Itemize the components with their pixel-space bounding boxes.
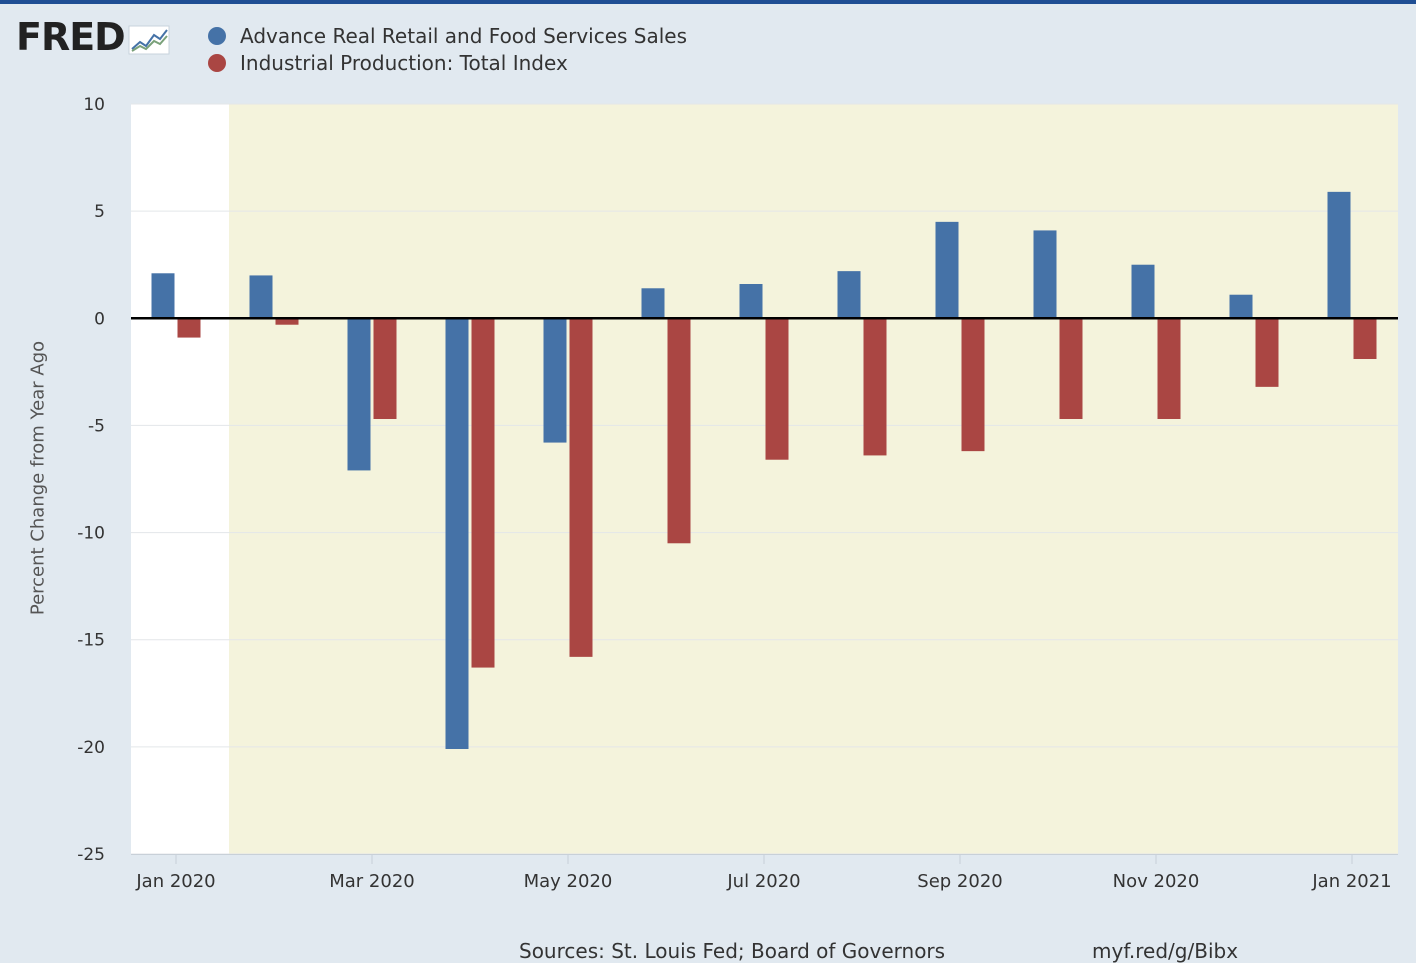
bar-retail bbox=[641, 288, 665, 319]
y-tick-label: -5 bbox=[88, 416, 105, 436]
legend: Advance Real Retail and Food Services Sa… bbox=[208, 22, 687, 76]
y-tick-label: 5 bbox=[94, 202, 105, 222]
y-axis-label: Percent Change from Year Ago bbox=[27, 340, 49, 616]
y-tick-label: -15 bbox=[77, 631, 105, 651]
bar-retail bbox=[543, 318, 567, 443]
bar-retail bbox=[249, 275, 273, 319]
bar-retail bbox=[1033, 230, 1057, 319]
x-tick-label: Jan 2020 bbox=[135, 871, 215, 892]
x-tick-label: Jan 2021 bbox=[1311, 871, 1391, 892]
bar-industrial bbox=[1353, 318, 1377, 359]
brand-stripe bbox=[0, 0, 1416, 4]
bar-industrial bbox=[569, 318, 593, 657]
bar-industrial bbox=[373, 318, 397, 419]
legend-dot-industrial bbox=[208, 53, 226, 72]
bar-industrial bbox=[1255, 318, 1279, 387]
y-tick-label: -25 bbox=[77, 845, 105, 865]
bar-industrial bbox=[863, 318, 887, 456]
legend-item-industrial[interactable]: Industrial Production: Total Index bbox=[208, 49, 687, 76]
legend-dot-retail bbox=[208, 26, 226, 45]
bar-retail bbox=[1131, 264, 1155, 319]
legend-label-industrial: Industrial Production: Total Index bbox=[240, 50, 568, 75]
y-tick-label: 10 bbox=[83, 95, 105, 115]
bar-retail bbox=[347, 318, 371, 471]
y-tick-label: -10 bbox=[77, 524, 105, 544]
x-tick-label: Jul 2020 bbox=[726, 871, 800, 892]
recession-shading bbox=[229, 104, 1398, 854]
bar-industrial bbox=[1157, 318, 1181, 419]
bar-industrial bbox=[177, 318, 201, 338]
x-tick-label: Mar 2020 bbox=[329, 871, 415, 892]
y-tick-label: -20 bbox=[77, 738, 105, 758]
line-graph-icon bbox=[128, 25, 170, 55]
logo-text: FRED bbox=[16, 15, 126, 59]
x-tick-label: May 2020 bbox=[524, 871, 613, 892]
fred-logo[interactable]: FRED bbox=[16, 14, 170, 60]
bar-retail bbox=[935, 221, 959, 319]
bar-retail bbox=[739, 284, 763, 319]
bar-retail bbox=[151, 273, 175, 319]
legend-label-retail: Advance Real Retail and Food Services Sa… bbox=[240, 23, 688, 48]
y-tick-label: 0 bbox=[94, 309, 105, 329]
short-url-link[interactable]: myf.red/g/Bibx bbox=[1092, 939, 1239, 963]
bar-industrial bbox=[471, 318, 495, 668]
bar-industrial bbox=[765, 318, 789, 460]
bar-retail bbox=[445, 318, 469, 749]
bar-industrial bbox=[667, 318, 691, 544]
legend-item-retail[interactable]: Advance Real Retail and Food Services Sa… bbox=[208, 22, 687, 49]
x-tick-label: Sep 2020 bbox=[917, 871, 1002, 892]
source-note: Sources: St. Louis Fed; Board of Governo… bbox=[519, 939, 946, 963]
bar-retail bbox=[1327, 191, 1351, 319]
bar-industrial bbox=[1059, 318, 1083, 419]
bar-retail bbox=[1229, 294, 1253, 319]
bar-industrial bbox=[275, 318, 299, 325]
bar-retail bbox=[837, 271, 861, 319]
bar-industrial bbox=[961, 318, 985, 452]
x-tick-label: Nov 2020 bbox=[1113, 871, 1200, 892]
